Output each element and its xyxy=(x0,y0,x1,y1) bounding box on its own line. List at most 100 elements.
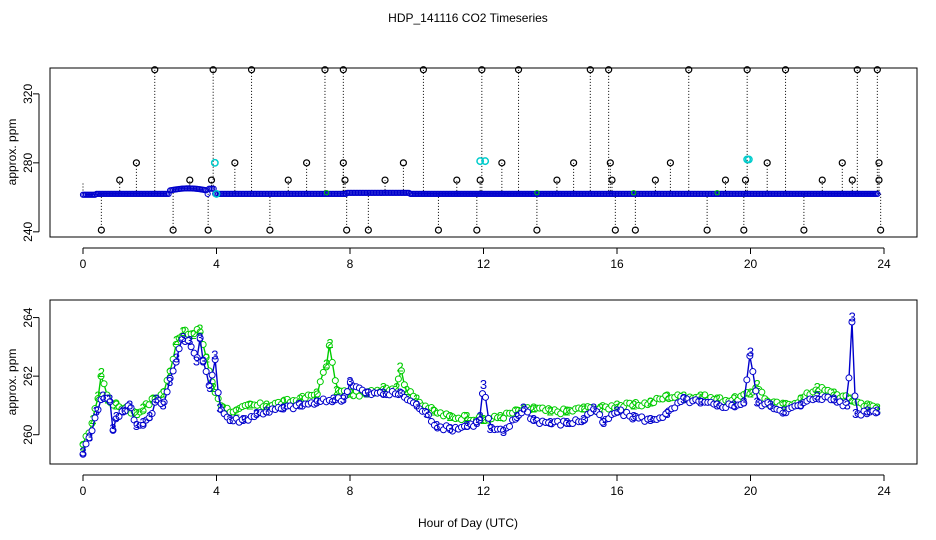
series-2-label-marker: 2 xyxy=(326,336,333,351)
series-2-label-marker: 2 xyxy=(547,403,554,418)
series-3-label-marker: 3 xyxy=(830,392,837,407)
bottom-x-tick-label: 20 xyxy=(744,484,758,498)
series-3-point xyxy=(749,368,757,376)
series-2-point xyxy=(325,342,333,350)
series-2-label-marker: 2 xyxy=(173,333,180,348)
spike-point xyxy=(763,159,771,167)
spike-point xyxy=(743,66,751,74)
series-2-label-marker: 2 xyxy=(630,397,637,412)
series-2-label-marker: 2 xyxy=(480,412,487,427)
series-2-point xyxy=(394,375,402,383)
spike-point xyxy=(553,176,561,184)
series-2-label-marker: 2 xyxy=(613,397,620,412)
top-y-tick-label: 240 xyxy=(21,221,35,241)
top-y-axis: 240 280 320 xyxy=(21,84,40,242)
series-2-point xyxy=(100,380,108,388)
series-3-label-marker: 3 xyxy=(797,397,804,412)
bottom-x-tick-label: 4 xyxy=(213,484,220,498)
top-panel: approx. ppm 0 4 8 12 16 20 24 240 280 320 xyxy=(5,66,918,271)
series-3-point xyxy=(343,388,351,396)
spike-point xyxy=(209,66,217,74)
series-3-point xyxy=(848,318,856,326)
series-3-point xyxy=(842,398,850,406)
series-2-label-marker: 2 xyxy=(380,380,387,395)
series-3-point xyxy=(172,358,180,366)
spike-point xyxy=(116,176,124,184)
spike-point xyxy=(419,66,428,74)
spike-point xyxy=(741,176,750,184)
spike-point xyxy=(284,176,292,184)
spike-point xyxy=(151,66,159,74)
spike-point xyxy=(608,176,616,184)
top-x-tick-label: 4 xyxy=(213,257,220,271)
series-2-label-marker: 2 xyxy=(780,397,787,412)
spike-point xyxy=(478,66,486,74)
series-3-label-marker: 3 xyxy=(754,395,761,410)
series-2-label-marker: 2 xyxy=(513,403,520,418)
series-3-label-marker: 3 xyxy=(740,395,747,410)
series-3-label-marker: 3 xyxy=(173,351,180,366)
series-2-label-marker: 2 xyxy=(139,400,146,415)
series-2-label-marker: 2 xyxy=(133,406,140,421)
series-3-label-marker: 3 xyxy=(99,389,106,404)
spike-point xyxy=(343,226,351,234)
series-3-label-marker: 3 xyxy=(433,418,440,433)
chart-title: HDP_141116 CO2 Timeseries xyxy=(388,11,548,25)
series-3-label-marker: 3 xyxy=(216,400,223,415)
series-3-label-marker: 3 xyxy=(613,403,620,418)
spike-point xyxy=(321,66,329,74)
spike-point xyxy=(498,159,506,167)
series-3-label-marker: 3 xyxy=(159,397,166,412)
series-3-label-marker: 3 xyxy=(513,409,520,424)
series-3-label-marker: 3 xyxy=(126,397,133,412)
spike-point xyxy=(721,176,730,184)
series-2-label-marker: 2 xyxy=(196,321,203,336)
spike-point xyxy=(570,159,578,167)
flagged-point xyxy=(212,189,221,198)
series-3-label-marker: 3 xyxy=(580,412,587,427)
series-2-label-marker: 2 xyxy=(323,356,330,371)
series-3-label-marker: 3 xyxy=(263,403,270,418)
series-2-label-marker: 2 xyxy=(874,400,881,415)
series-2-label-marker: 2 xyxy=(94,389,101,404)
series-2-label-marker: 2 xyxy=(393,380,400,395)
series-3-point xyxy=(91,414,99,422)
series-2-label-marker: 2 xyxy=(190,327,197,342)
bottom-y-tick-label: 264 xyxy=(21,307,35,327)
series-2-label-marker: 2 xyxy=(597,400,604,415)
series-3-label-marker: 3 xyxy=(186,333,193,348)
series-3-point xyxy=(424,411,432,419)
series-3-label-marker: 3 xyxy=(630,409,637,424)
spike-point xyxy=(586,66,594,74)
series-3-point xyxy=(109,426,117,434)
series-3-point xyxy=(184,336,192,344)
series-2-label-marker: 2 xyxy=(754,377,761,392)
series-2-label-marker: 2 xyxy=(814,380,821,395)
series-3-label-marker: 3 xyxy=(463,418,470,433)
top-x-tick-label: 16 xyxy=(610,257,624,271)
spike-point xyxy=(364,226,372,234)
spike-point xyxy=(685,66,693,74)
series-3-label-marker: 3 xyxy=(849,310,856,325)
series-3-point xyxy=(202,368,210,376)
bottom-y-tick-label: 262 xyxy=(21,366,35,386)
series-3-label-marker: 3 xyxy=(180,330,187,345)
series-3-label-marker: 3 xyxy=(590,400,597,415)
spike-point xyxy=(703,226,711,234)
spike-point xyxy=(533,226,541,234)
spike-point xyxy=(877,226,885,234)
top-x-tick-label: 24 xyxy=(877,257,891,271)
series-3-point xyxy=(115,412,123,420)
series-3-label-marker: 3 xyxy=(730,397,737,412)
series-3-point xyxy=(740,399,748,407)
series-3-label-marker: 3 xyxy=(109,421,116,436)
series-3-label-marker: 3 xyxy=(520,400,527,415)
series-2-label-marker: 2 xyxy=(98,365,105,380)
series-2-label-marker: 2 xyxy=(263,397,270,412)
series-2-label-marker: 2 xyxy=(714,392,721,407)
spike-point xyxy=(266,226,274,234)
series-3-label-marker: 3 xyxy=(530,412,537,427)
series-2-label-marker: 2 xyxy=(396,359,403,374)
series-3-label-marker: 3 xyxy=(852,406,859,421)
